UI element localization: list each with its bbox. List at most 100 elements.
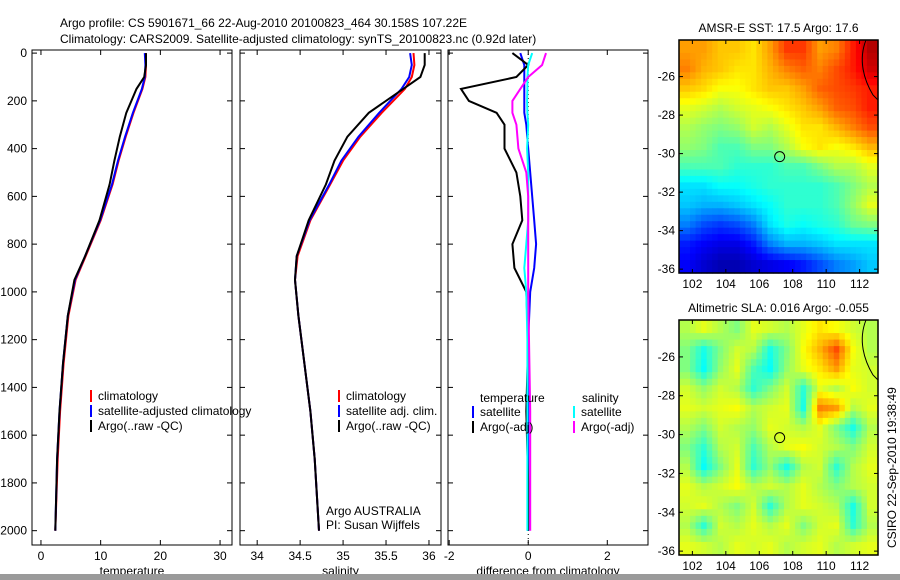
heatmap-cell xyxy=(767,463,774,471)
heatmap-cell xyxy=(795,320,802,328)
bottom-scrollbar[interactable] xyxy=(0,574,900,580)
heatmap-cell xyxy=(811,333,818,341)
heatmap-cell xyxy=(806,372,813,380)
heatmap-cell xyxy=(756,195,763,203)
heatmap-cell xyxy=(695,78,702,86)
heatmap-cell xyxy=(728,489,735,497)
heatmap-cell xyxy=(723,240,730,248)
heatmap-cell xyxy=(745,404,752,412)
heatmap-cell xyxy=(690,208,697,216)
heatmap-cell xyxy=(756,378,763,386)
heatmap-cell xyxy=(833,352,840,360)
heatmap-cell xyxy=(839,509,846,517)
heatmap-cell xyxy=(756,240,763,248)
heatmap-cell xyxy=(723,72,730,80)
heatmap-cell xyxy=(855,548,863,556)
heatmap-cell xyxy=(728,260,735,268)
heatmap-cell xyxy=(739,385,746,393)
heatmap-cell xyxy=(833,515,840,523)
heatmap-cell xyxy=(784,411,791,419)
heatmap-cell xyxy=(866,352,874,360)
heatmap-cell xyxy=(784,496,791,504)
heatmap-cell xyxy=(695,398,702,406)
heatmap-cell xyxy=(855,65,863,73)
heatmap-cell xyxy=(701,522,708,530)
heatmap-cell xyxy=(855,85,863,93)
heatmap-cell xyxy=(850,52,857,61)
heatmap-cell xyxy=(800,483,807,491)
heatmap-cell xyxy=(772,117,780,125)
heatmap-cell xyxy=(690,359,697,367)
heatmap-cell xyxy=(750,195,757,203)
heatmap-cell xyxy=(800,78,807,86)
heatmap-cell xyxy=(739,104,746,112)
heatmap-cell xyxy=(750,515,757,523)
heatmap-cell xyxy=(811,378,818,386)
heatmap-cell xyxy=(850,46,857,54)
heatmap-cell xyxy=(866,78,874,86)
heatmap-cell xyxy=(778,502,785,510)
heatmap-cell xyxy=(750,111,757,119)
heatmap-cell xyxy=(872,483,879,491)
heatmap-cell xyxy=(739,391,746,399)
heatmap-cell xyxy=(723,111,730,119)
heatmap-cell xyxy=(811,372,818,380)
heatmap-cell xyxy=(772,424,780,432)
heatmap-cell xyxy=(695,182,702,190)
heatmap-cell xyxy=(728,91,735,99)
heatmap-cell xyxy=(822,98,829,106)
heatmap-cell xyxy=(866,188,874,196)
heatmap-cell xyxy=(706,372,713,380)
heatmap-cell xyxy=(734,450,741,458)
heatmap-cell xyxy=(767,156,774,164)
heatmap-cell xyxy=(784,208,791,216)
heatmap-cell xyxy=(728,378,735,386)
heatmap-cell xyxy=(767,59,774,67)
heatmap-cell xyxy=(772,208,780,216)
heatmap-cell xyxy=(679,221,686,229)
heatmap-cell xyxy=(695,40,702,48)
heatmap-cell xyxy=(739,404,746,412)
heatmap-cell xyxy=(822,78,829,86)
heatmap-cell xyxy=(739,476,746,484)
heatmap-cell xyxy=(811,535,818,543)
heatmap-cell xyxy=(844,104,851,112)
heatmap-cell xyxy=(734,169,741,177)
heatmap-cell xyxy=(739,111,746,119)
heatmap-cell xyxy=(712,424,719,432)
heatmap-cell xyxy=(839,188,846,196)
heatmap-cell xyxy=(767,227,774,235)
heatmap-cell xyxy=(728,78,735,86)
legend-swatch xyxy=(90,390,92,402)
heatmap-cell xyxy=(806,541,813,550)
heatmap-cell xyxy=(872,156,879,164)
heatmap-cell xyxy=(789,398,796,406)
heatmap-cell xyxy=(806,391,813,399)
heatmap-cell xyxy=(684,221,691,229)
heatmap-cell xyxy=(806,175,813,183)
heatmap-cell xyxy=(756,46,763,54)
heatmap-cell xyxy=(723,117,730,125)
heatmap-cell xyxy=(690,320,697,328)
heatmap-cell xyxy=(850,385,857,393)
heatmap-cell xyxy=(844,201,851,209)
heatmap-cell xyxy=(811,117,818,125)
heatmap-cell xyxy=(839,240,846,248)
heatmap-cell xyxy=(789,221,796,229)
heatmap-cell xyxy=(828,143,835,151)
heatmap-cell xyxy=(850,339,857,347)
heatmap-cell xyxy=(756,85,763,93)
heatmap-cell xyxy=(761,208,769,216)
heatmap-cell xyxy=(745,91,752,99)
heatmap-cell xyxy=(795,483,802,491)
heatmap-cell xyxy=(817,227,824,235)
heatmap-cell xyxy=(784,124,791,132)
heatmap-cell xyxy=(684,247,691,255)
heatmap-cell xyxy=(745,385,752,393)
heatmap-cell xyxy=(695,522,702,530)
heatmap-cell xyxy=(855,535,863,543)
heatmap-cell xyxy=(679,385,686,393)
heatmap-cell xyxy=(767,260,774,268)
heatmap-cell xyxy=(734,372,741,380)
